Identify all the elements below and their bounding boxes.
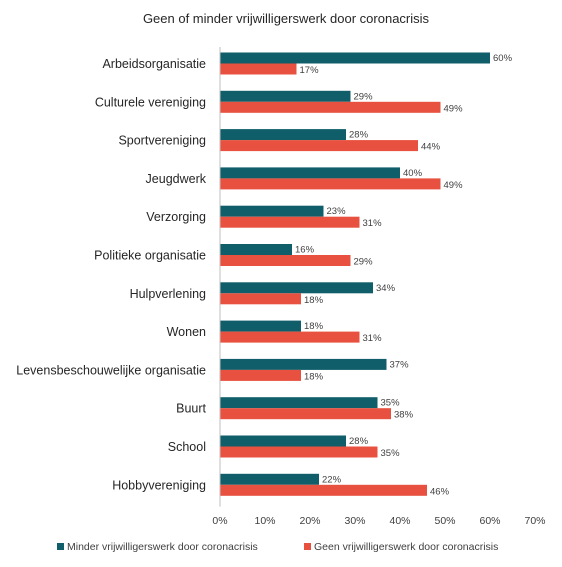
bar-geen — [220, 101, 441, 113]
bar-geen — [220, 178, 441, 190]
data-label-geen: 31% — [363, 333, 383, 344]
bar-minder — [220, 435, 346, 447]
legend-label: Minder vrijwilligerswerk door coronacris… — [67, 541, 258, 553]
data-label-geen: 44% — [421, 142, 441, 153]
bar-minder — [220, 129, 346, 141]
chart-title: Geen of minder vrijwilligerswerk door co… — [143, 11, 430, 26]
x-tick-label: 50% — [434, 515, 455, 527]
bar-geen — [220, 63, 297, 75]
data-label-minder: 22% — [322, 474, 342, 485]
bar-geen — [220, 140, 418, 152]
legend-swatch — [57, 543, 64, 550]
bar-minder — [220, 90, 351, 102]
data-label-geen: 38% — [394, 410, 414, 421]
data-label-minder: 40% — [403, 168, 423, 179]
data-label-geen: 46% — [430, 486, 450, 497]
category-label: Verzorging — [146, 210, 206, 224]
bar-geen — [220, 293, 301, 305]
bars-layer: 60% 17% 29% 49% 28% 44% 40% 49% 23% 31% 16% 29% 34% 1… — [220, 52, 513, 497]
legend-swatch — [304, 543, 311, 550]
data-label-minder: 23% — [327, 206, 347, 217]
data-label-minder: 29% — [354, 91, 374, 102]
x-axis: 0% 10% 20% 30% 40% 50% 60% 70% — [212, 47, 546, 527]
bar-geen — [220, 484, 427, 496]
data-label-geen: 35% — [381, 448, 401, 459]
bar-minder — [220, 282, 373, 294]
data-label-minder: 16% — [295, 245, 315, 256]
bar-geen — [220, 331, 360, 343]
category-label: Arbeidsorganisatie — [102, 57, 206, 71]
category-label: Politieke organisatie — [94, 249, 206, 263]
x-tick-label: 20% — [299, 515, 320, 527]
category-labels: Arbeidsorganisatie Culturele vereniging Sp… — [16, 57, 206, 492]
category-label: Hobbyvereniging — [112, 478, 206, 492]
data-label-geen: 31% — [363, 218, 383, 229]
bar-minder — [220, 397, 378, 409]
bar-geen — [220, 446, 378, 458]
legend: Minder vrijwilligerswerk door coronacris… — [57, 541, 498, 553]
data-label-minder: 37% — [390, 359, 410, 370]
data-label-geen: 18% — [304, 371, 324, 382]
legend-label: Geen vrijwilligerswerk door coronacrisis — [314, 541, 498, 553]
data-label-minder: 28% — [349, 130, 369, 141]
data-label-geen: 18% — [304, 295, 324, 306]
data-label-minder: 18% — [304, 321, 324, 332]
data-label-geen: 49% — [444, 103, 464, 114]
x-tick-label: 10% — [254, 515, 275, 527]
category-label: Buurt — [176, 402, 206, 416]
data-label-minder: 60% — [493, 53, 513, 64]
data-label-geen: 49% — [444, 180, 464, 191]
x-tick-label: 30% — [344, 515, 365, 527]
bar-minder — [220, 244, 292, 255]
bar-minder — [220, 358, 387, 370]
data-label-geen: 17% — [300, 65, 320, 76]
x-tick-label: 40% — [389, 515, 410, 527]
category-label: Jeugdwerk — [146, 172, 207, 186]
bar-geen — [220, 255, 351, 266]
data-label-geen: 29% — [354, 257, 374, 268]
bar-minder — [220, 52, 490, 64]
bar-geen — [220, 369, 301, 381]
category-label: School — [168, 440, 206, 454]
category-label: Wonen — [167, 325, 206, 339]
category-label: Culturele vereniging — [95, 95, 206, 109]
bar-minder — [220, 205, 324, 217]
bar-geen — [220, 216, 360, 228]
x-tick-label: 60% — [479, 515, 500, 527]
data-label-minder: 28% — [349, 436, 369, 447]
data-label-minder: 35% — [381, 398, 401, 409]
bar-minder — [220, 167, 400, 179]
bar-minder — [220, 473, 319, 485]
category-label: Hulpverlening — [130, 287, 206, 301]
bar-minder — [220, 320, 301, 332]
x-tick-label: 70% — [524, 515, 545, 527]
data-label-minder: 34% — [376, 283, 396, 294]
bar-geen — [220, 408, 391, 420]
category-label: Levensbeschouwelijke organisatie — [16, 363, 206, 377]
category-label: Sportvereniging — [118, 134, 206, 148]
x-tick-label: 0% — [212, 515, 227, 527]
